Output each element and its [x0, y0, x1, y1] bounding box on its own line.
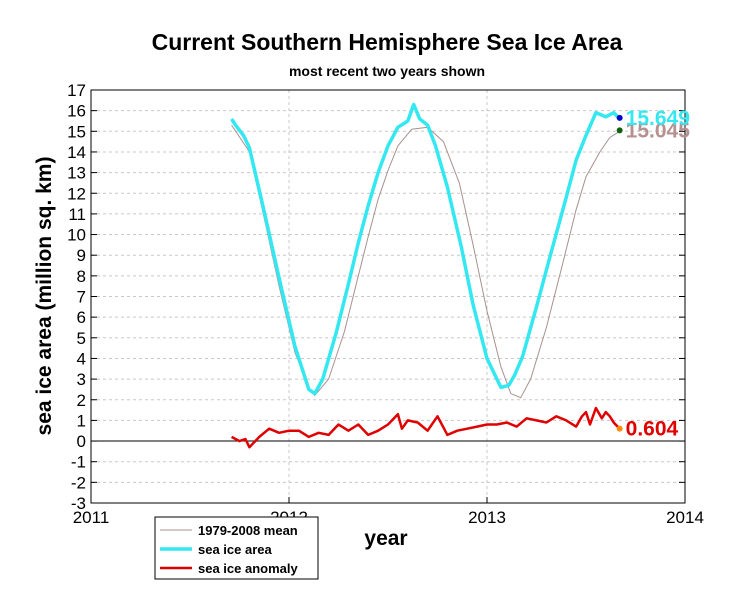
- y-tick-label: -2: [71, 473, 86, 492]
- legend: 1979-2008 mean sea ice area sea ice anomal…: [154, 516, 319, 580]
- end-marker: [616, 114, 623, 121]
- y-tick-label: 9: [77, 246, 86, 265]
- end-value-label: 0.604: [626, 418, 679, 441]
- mean-line: [231, 124, 620, 399]
- grid-lines: [90, 89, 686, 504]
- x-tick-label: 2014: [666, 508, 704, 527]
- x-tick-label: 2011: [73, 508, 110, 527]
- legend-label: sea ice area: [198, 542, 273, 557]
- y-tick-label: 0: [77, 432, 86, 451]
- y-tick-label: 13: [67, 164, 86, 183]
- y-tick-label: 16: [67, 102, 86, 121]
- legend-label: sea ice anomaly: [198, 561, 298, 576]
- anomaly-line: [231, 406, 621, 449]
- y-axis-label: sea ice area (million sq. km): [33, 157, 56, 436]
- y-tick-label: 4: [77, 349, 86, 368]
- end-markers: [616, 114, 623, 432]
- y-tick-label: 10: [67, 226, 86, 245]
- end-value-label: 15.649: [626, 107, 690, 130]
- y-tick-label: 1: [77, 411, 86, 430]
- legend-label: 1979-2008 mean: [198, 523, 298, 538]
- y-tick-label: 12: [67, 184, 86, 203]
- x-axis-label: year: [364, 527, 407, 550]
- y-tick-label: 17: [67, 81, 86, 100]
- y-tick-label: 5: [77, 329, 86, 348]
- end-marker: [616, 425, 623, 432]
- y-tick-label: 6: [77, 308, 86, 327]
- chart-subtitle: most recent two years shown: [289, 63, 485, 79]
- series-group: [230, 102, 621, 449]
- y-tick-label: 14: [67, 143, 86, 162]
- y-tick-label: 11: [68, 205, 86, 224]
- y-tick-label: 8: [77, 267, 86, 286]
- x-tick-label: 2013: [468, 508, 506, 527]
- end-value-label: 15.045: [626, 119, 691, 142]
- chart-title: Current Southern Hemisphere Sea Ice Area: [152, 29, 623, 55]
- y-tick-label: 15: [67, 122, 86, 141]
- y-tick-label: -1: [71, 453, 86, 472]
- end-marker: [616, 127, 623, 134]
- y-tick-label: 3: [77, 370, 86, 389]
- area-line: [230, 102, 621, 396]
- y-tick-label: 7: [77, 288, 86, 307]
- y-tick-label: -3: [71, 494, 86, 513]
- y-tick-label: 2: [77, 391, 86, 410]
